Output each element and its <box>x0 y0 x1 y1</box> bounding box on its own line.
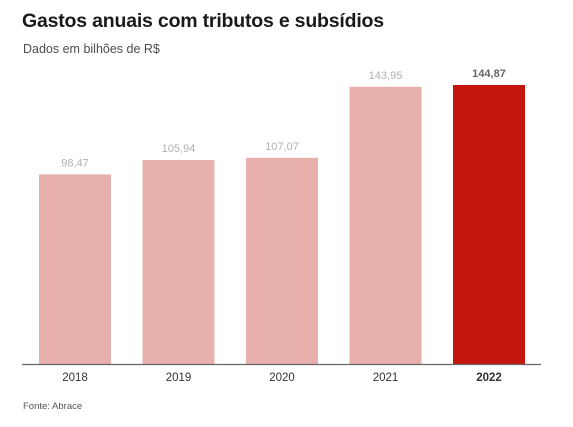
value-label-2019: 105,94 <box>162 143 196 155</box>
bar-2019 <box>142 160 215 364</box>
value-label-2020: 107,07 <box>265 141 299 153</box>
tick-label-2022: 2022 <box>476 372 502 384</box>
labels-layer: 98,47 2018 105,94 2019 107,07 2020 143,95 2021 1… <box>61 68 506 384</box>
bars-layer <box>39 85 525 365</box>
value-label-2021: 143,95 <box>369 70 403 82</box>
tick-label-2019: 2019 <box>166 372 192 384</box>
chart-title: Gastos anuais com tributos e subsídios <box>22 10 384 32</box>
source-note: Fonte: Abrace <box>23 401 83 412</box>
bar-2020 <box>246 157 318 364</box>
bar-2022 <box>453 85 525 364</box>
tick-label-2020: 2020 <box>269 372 295 384</box>
bar-2018 <box>39 174 111 364</box>
bar-2021 <box>349 86 422 365</box>
value-label-2022: 144,87 <box>472 68 506 80</box>
chart-subtitle: Dados em bilhões de R$ <box>23 42 160 56</box>
tick-label-2018: 2018 <box>62 372 88 384</box>
value-label-2018: 98,47 <box>61 157 89 169</box>
tick-label-2021: 2021 <box>373 372 399 384</box>
